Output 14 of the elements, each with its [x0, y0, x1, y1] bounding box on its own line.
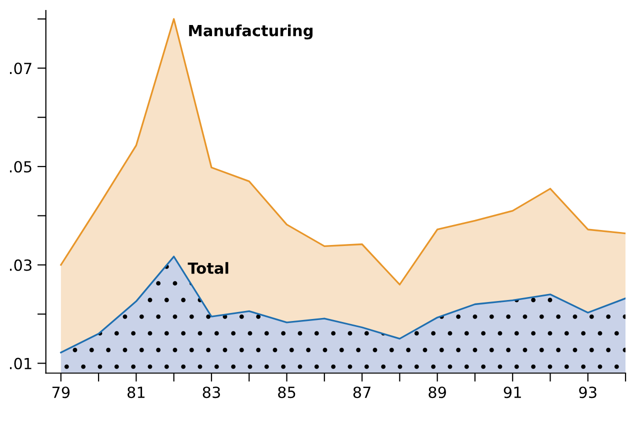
y-tick-label: .07	[10, 62, 32, 74]
x-tick-label: 93	[579, 386, 596, 398]
x-tick-label: 89	[428, 386, 446, 398]
y-tick-label: .03	[10, 259, 32, 271]
x-tick-label: 91	[504, 386, 521, 398]
x-tick-label: 87	[353, 386, 370, 398]
y-tick-label: .05	[10, 160, 32, 173]
series-label: Total	[188, 262, 228, 274]
series-label: Manufacturing	[189, 24, 312, 40]
x-tick-label: 85	[278, 386, 296, 398]
x-tick-label: 81	[128, 386, 145, 398]
x-tick-label: 79	[52, 386, 70, 398]
y-tick-label: .01	[10, 358, 32, 370]
x-tick-label: 83	[202, 386, 220, 398]
